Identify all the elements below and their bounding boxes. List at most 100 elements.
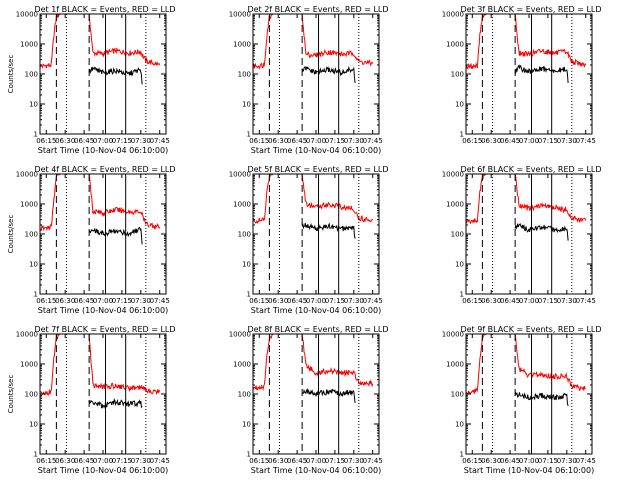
x-tick-label: 07:45 bbox=[150, 297, 170, 305]
x-axis-label: Start Time (10-Nov-04 06:10:00) bbox=[251, 146, 381, 155]
y-axis-label: Counts/sec bbox=[7, 55, 15, 94]
x-tick-label: 07:15 bbox=[538, 457, 558, 465]
y-tick-label: 1000 bbox=[20, 41, 38, 49]
y-tick-label: 1 bbox=[247, 291, 251, 299]
detector-panel: 1 10 100 1000 10000 06:1506:3006:4507:0007:15… bbox=[7, 165, 176, 315]
y-tick-label: 10 bbox=[242, 101, 251, 109]
x-tick-label: 06:30 bbox=[481, 297, 501, 305]
panel-title: Det 4f BLACK = Events, RED = LLD bbox=[34, 165, 175, 174]
x-tick-label: 06:15 bbox=[249, 297, 269, 305]
x-tick-label: 07:15 bbox=[325, 137, 345, 145]
y-tick-label: 10000 bbox=[229, 11, 251, 19]
lld-series-line bbox=[253, 174, 373, 225]
y-tick-label: 1 bbox=[247, 451, 251, 459]
y-tick-label: 100 bbox=[451, 231, 464, 239]
y-tick-label: 10 bbox=[242, 421, 251, 429]
y-tick-label: 10 bbox=[29, 421, 38, 429]
y-tick-label: 1 bbox=[247, 131, 251, 139]
x-tick-label: 07:30 bbox=[557, 457, 577, 465]
events-series-line bbox=[514, 223, 569, 241]
plot-frame bbox=[465, 13, 593, 135]
y-tick-label: 100 bbox=[238, 71, 251, 79]
events-series-line bbox=[88, 66, 143, 85]
y-tick-label: 100 bbox=[25, 231, 38, 239]
y-tick-label: 10 bbox=[455, 421, 464, 429]
x-tick-label: 07:45 bbox=[363, 297, 383, 305]
y-tick-label: 100 bbox=[451, 391, 464, 399]
plot-area bbox=[40, 174, 161, 245]
y-tick-label: 10 bbox=[455, 101, 464, 109]
y-tick-label: 1000 bbox=[233, 201, 251, 209]
plot-area bbox=[40, 334, 161, 410]
plot-area bbox=[253, 174, 373, 239]
panel-title: Det 3f BLACK = Events, RED = LLD bbox=[460, 5, 601, 14]
y-tick-label: 10000 bbox=[16, 171, 38, 179]
y-tick-label: 1000 bbox=[233, 361, 251, 369]
y-tick-label: 1000 bbox=[446, 201, 464, 209]
x-tick-label: 07:00 bbox=[306, 297, 326, 305]
panel-title: Det 8f BLACK = Events, RED = LLD bbox=[247, 325, 388, 334]
x-tick-label: 07:15 bbox=[112, 137, 132, 145]
x-tick-label: 06:45 bbox=[287, 297, 307, 305]
y-tick-label: 1 bbox=[34, 291, 38, 299]
x-tick-label: 07:30 bbox=[557, 297, 577, 305]
plot-frame bbox=[252, 173, 380, 295]
x-tick-label: 07:30 bbox=[131, 137, 151, 145]
x-tick-label: 06:45 bbox=[500, 137, 520, 145]
x-tick-label: 06:30 bbox=[55, 457, 75, 465]
x-tick-label: 06:45 bbox=[500, 297, 520, 305]
detector-panel: 1 10 100 1000 10000 06:1506:3006:4507:0007:15… bbox=[442, 165, 602, 305]
x-tick-label: 07:00 bbox=[93, 137, 113, 145]
detector-panel: 1 10 100 1000 10000 06:1506:3006:4507:0007:15… bbox=[229, 165, 389, 315]
y-tick-label: 1 bbox=[34, 451, 38, 459]
detector-panel: 1 10 100 1000 10000 06:1506:3006:4507:0007:15… bbox=[442, 5, 602, 145]
panel-title: Det 7f BLACK = Events, RED = LLD bbox=[34, 325, 175, 334]
x-tick-label: 06:15 bbox=[249, 457, 269, 465]
events-series-line bbox=[301, 65, 356, 84]
panel-title: Det 6f BLACK = Events, RED = LLD bbox=[460, 165, 601, 174]
x-tick-label: 06:45 bbox=[74, 297, 94, 305]
plot-area bbox=[40, 14, 161, 85]
x-tick-label: 07:45 bbox=[363, 457, 383, 465]
x-tick-label: 07:15 bbox=[538, 297, 558, 305]
x-axis-label: Start Time (10-Nov-04 06:10:00) bbox=[38, 466, 168, 475]
x-tick-label: 06:45 bbox=[287, 137, 307, 145]
plot-area bbox=[466, 174, 587, 241]
plot-area bbox=[466, 14, 587, 84]
y-tick-label: 1 bbox=[460, 291, 464, 299]
detector-panel: 1 10 100 1000 10000 06:1506:3006:4507:0007:15… bbox=[442, 325, 602, 475]
y-tick-label: 10000 bbox=[442, 11, 464, 19]
x-tick-label: 06:15 bbox=[36, 297, 56, 305]
x-tick-label: 07:30 bbox=[344, 137, 364, 145]
x-tick-label: 07:00 bbox=[93, 457, 113, 465]
x-tick-label: 06:15 bbox=[249, 137, 269, 145]
x-tick-label: 07:45 bbox=[150, 137, 170, 145]
lld-series-line bbox=[253, 334, 374, 392]
plot-frame bbox=[252, 13, 380, 135]
lld-series-line bbox=[466, 174, 587, 225]
x-tick-label: 07:30 bbox=[131, 297, 151, 305]
y-tick-label: 1 bbox=[460, 131, 464, 139]
plot-frame bbox=[465, 173, 593, 295]
detector-panel: 1 10 100 1000 10000 06:1506:3006:4507:0007:15… bbox=[229, 325, 389, 475]
events-series-line bbox=[301, 222, 356, 239]
y-tick-label: 10000 bbox=[442, 171, 464, 179]
y-axis-label: Counts/sec bbox=[7, 215, 15, 254]
y-tick-label: 10 bbox=[242, 261, 251, 269]
x-tick-label: 07:00 bbox=[93, 297, 113, 305]
y-tick-label: 10 bbox=[29, 101, 38, 109]
events-series-line bbox=[88, 226, 143, 245]
y-tick-label: 100 bbox=[25, 391, 38, 399]
events-series-line bbox=[301, 387, 356, 404]
x-tick-label: 06:30 bbox=[481, 457, 501, 465]
x-tick-label: 07:45 bbox=[363, 137, 383, 145]
x-tick-label: 07:15 bbox=[325, 457, 345, 465]
plot-area bbox=[253, 334, 374, 404]
x-tick-label: 07:45 bbox=[576, 137, 596, 145]
x-tick-label: 06:30 bbox=[268, 297, 288, 305]
events-series-line bbox=[88, 397, 143, 410]
y-tick-label: 1000 bbox=[20, 201, 38, 209]
x-tick-label: 07:30 bbox=[344, 297, 364, 305]
x-axis-label: Start Time (10-Nov-04 06:10:00) bbox=[38, 306, 168, 315]
